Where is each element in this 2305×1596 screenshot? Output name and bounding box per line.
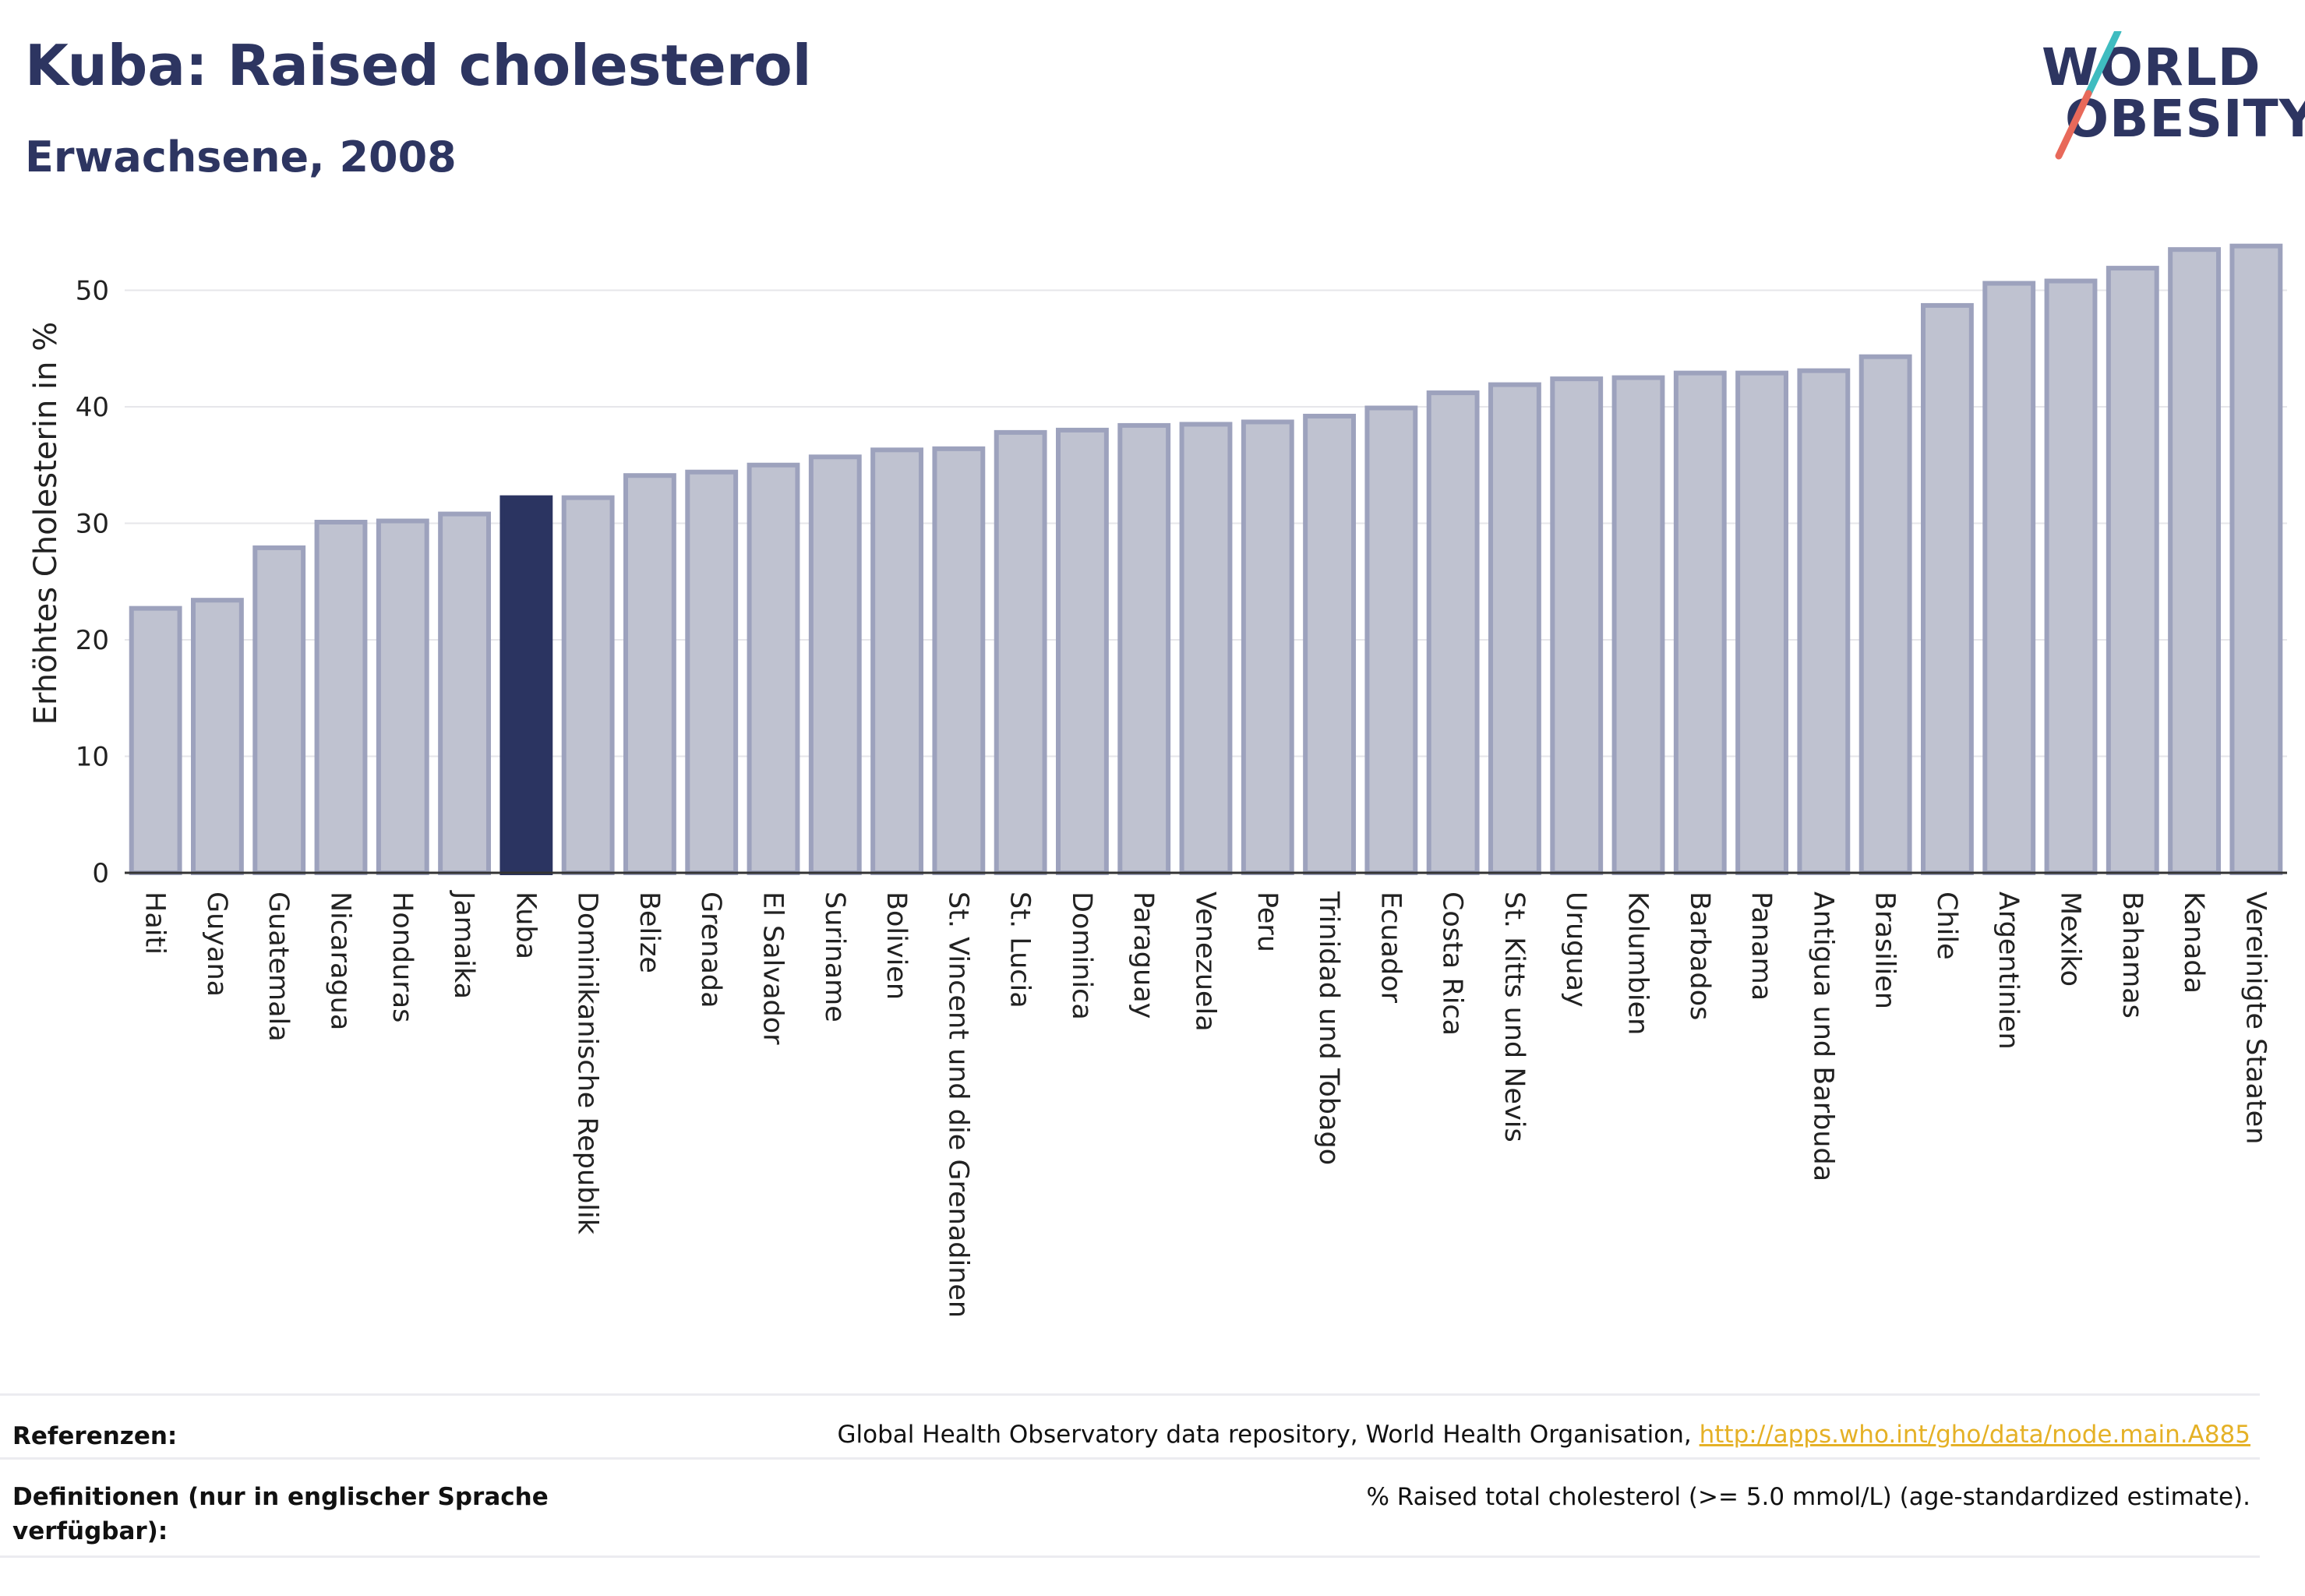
x-tick-label: Brasilien: [1869, 892, 1901, 1009]
bar-bahamas: [2106, 266, 2159, 876]
definitions-label: Definitionen (nur in englischer Sprache …: [12, 1483, 549, 1545]
x-tick-label: Chile: [1931, 892, 1962, 960]
x-tick-label: St. Kitts und Nevis: [1498, 892, 1530, 1142]
x-tick-label: El Salvador: [757, 892, 789, 1045]
x-tick-label: Antigua und Barbuda: [1807, 892, 1838, 1181]
bar-vereinigte-staaten: [2229, 243, 2283, 875]
footer-bottom-rule: [0, 1555, 2260, 1558]
y-tick-label: 30: [76, 509, 109, 540]
x-tick-label: Panama: [1746, 892, 1777, 1001]
x-tick-label: Bahamas: [2116, 892, 2148, 1019]
chart-subtitle: Erwachsene, 2008: [25, 132, 457, 182]
bar-peru: [1241, 419, 1294, 875]
x-tick-label: Mexiko: [2055, 892, 2086, 987]
bar-chart: 0 10 20 30 40 50 Haiti Guyana Guatemala Nicaragu…: [28, 243, 2287, 1318]
x-tick-label: Guyana: [201, 892, 232, 997]
x-tick-label: Uruguay: [1560, 892, 1591, 1008]
bar-haiti: [129, 606, 182, 875]
bar-antigua-und-barbuda: [1797, 368, 1851, 875]
x-tick-label: Guatemala: [263, 892, 294, 1042]
x-tick-label: Paraguay: [1128, 892, 1159, 1019]
bar-mexiko: [2044, 278, 2098, 876]
bar-uruguay: [1550, 376, 1604, 875]
logo-line-2: OBESITY: [2065, 89, 2305, 149]
x-tick-label: Kolumbien: [1622, 892, 1654, 1035]
references-label: Referenzen:: [12, 1422, 178, 1450]
bar-venezuela: [1179, 422, 1233, 875]
x-tick-label: Grenada: [695, 892, 726, 1008]
bar-dominikanische-republik: [561, 495, 615, 875]
footer-definitions-row: Definitionen (nur in englischer Sprache …: [0, 1457, 2260, 1545]
bar-el-salvador: [747, 462, 800, 875]
x-axis-labels: Haiti Guyana Guatemala Nicaragua Honduras Jam…: [139, 890, 2271, 1318]
references-link[interactable]: http://apps.who.int/gho/data/node.main.A…: [1699, 1421, 2250, 1449]
x-tick-label: Suriname: [819, 892, 850, 1022]
x-tick-label: Honduras: [387, 892, 418, 1022]
bar-dominica: [1056, 427, 1109, 875]
footer-references-row: Referenzen: Global Health Observatory da…: [0, 1393, 2260, 1450]
bars: [129, 243, 2283, 876]
bar-costa-rica: [1426, 390, 1480, 875]
bar-brasilien: [1858, 354, 1912, 875]
x-tick-label: Jamaika: [448, 890, 479, 999]
bar-barbados: [1673, 370, 1727, 875]
bar-grenada: [685, 469, 739, 876]
references-text: Global Health Observatory data repositor…: [837, 1421, 1700, 1449]
x-tick-label: St. Vincent und die Grenadinen: [942, 892, 973, 1318]
bar-st-lucia: [994, 429, 1047, 875]
bar-panama: [1735, 370, 1788, 875]
x-tick-label: Trinidad und Tobago: [1313, 891, 1344, 1165]
bar-bolivien: [870, 447, 923, 875]
x-tick-label: Peru: [1251, 892, 1283, 952]
x-tick-label: Venezuela: [1190, 892, 1221, 1032]
world-obesity-logo: WORLD OBESITY: [2026, 31, 2305, 164]
bar-argentinien: [1982, 281, 2036, 875]
bar-st-vincent-und-die-grenadinen: [932, 446, 986, 875]
definitions-value: % Raised total cholesterol (>= 5.0 mmol/…: [1366, 1483, 2250, 1511]
bar-honduras: [376, 518, 429, 875]
bar-nicaragua: [314, 520, 368, 875]
bar-kuba: [499, 495, 553, 875]
y-tick-label: 0: [92, 858, 109, 889]
y-tick-label: 40: [76, 392, 109, 423]
bar-kanada: [2168, 247, 2221, 876]
bar-guatemala: [252, 545, 306, 875]
x-tick-label: Nicaragua: [325, 892, 356, 1030]
chart-title: Kuba: Raised cholesterol: [25, 33, 812, 98]
x-tick-label: St. Lucia: [1004, 892, 1036, 1008]
bar-paraguay: [1117, 422, 1171, 876]
x-tick-label: Barbados: [1684, 892, 1715, 1020]
bar-suriname: [808, 454, 862, 876]
x-tick-label: Dominikanische Republik: [572, 892, 603, 1235]
y-tick-label: 20: [76, 625, 109, 656]
bar-kolumbien: [1611, 375, 1665, 875]
bar-chile: [1921, 302, 1974, 875]
logo-slash-icon: [2055, 31, 2122, 160]
bar-jamaika: [438, 511, 491, 875]
x-tick-label: Belize: [634, 892, 665, 973]
y-axis-label: Erhöhtes Cholesterin in %: [28, 322, 64, 725]
x-tick-label: Kanada: [2178, 892, 2209, 994]
x-tick-label: Kuba: [510, 892, 541, 959]
bar-guyana: [191, 598, 244, 875]
x-tick-label: Argentinien: [1993, 892, 2024, 1050]
x-tick-label: Costa Rica: [1437, 892, 1468, 1036]
y-axis-ticks: 0 10 20 30 40 50: [76, 276, 109, 890]
bar-st-kitts-und-nevis: [1488, 382, 1541, 876]
bar-trinidad-und-tobago: [1303, 413, 1356, 875]
bar-ecuador: [1364, 405, 1418, 875]
logo-line-1: WORLD: [2042, 37, 2261, 97]
x-tick-label: Haiti: [139, 892, 171, 955]
y-tick-label: 10: [76, 742, 109, 773]
x-tick-label: Bolivien: [881, 892, 912, 1000]
x-tick-label: Vereinigte Staaten: [2240, 892, 2271, 1144]
bar-belize: [623, 473, 676, 875]
references-value: Global Health Observatory data repositor…: [838, 1421, 2250, 1449]
x-tick-label: Ecuador: [1375, 892, 1406, 1004]
y-tick-label: 50: [76, 276, 109, 307]
x-tick-label: Dominica: [1066, 892, 1097, 1020]
